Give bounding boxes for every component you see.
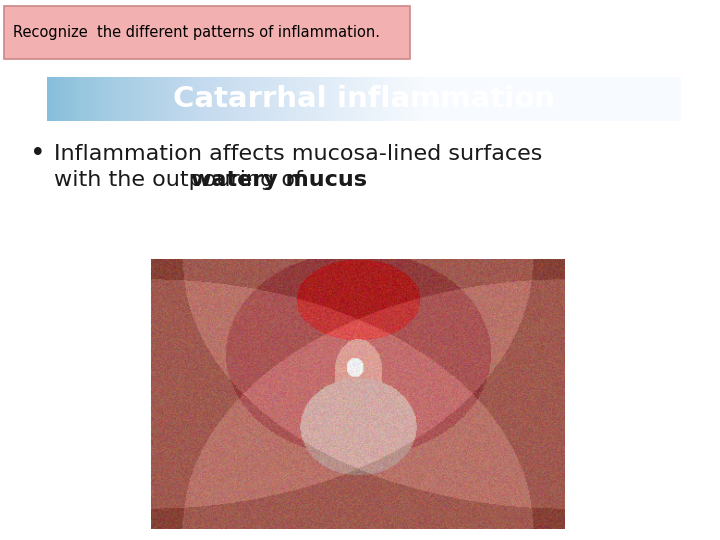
Text: Inflammation affects mucosa-lined surfaces: Inflammation affects mucosa-lined surfac… <box>54 144 542 164</box>
Text: Catarrhal inflammation: Catarrhal inflammation <box>173 85 554 113</box>
FancyBboxPatch shape <box>4 6 410 59</box>
Text: Recognize  the different patterns of inflammation.: Recognize the different patterns of infl… <box>13 25 380 40</box>
Text: with the outpouring of: with the outpouring of <box>54 170 310 191</box>
Text: •: • <box>30 141 46 167</box>
Text: watery mucus: watery mucus <box>191 170 366 191</box>
